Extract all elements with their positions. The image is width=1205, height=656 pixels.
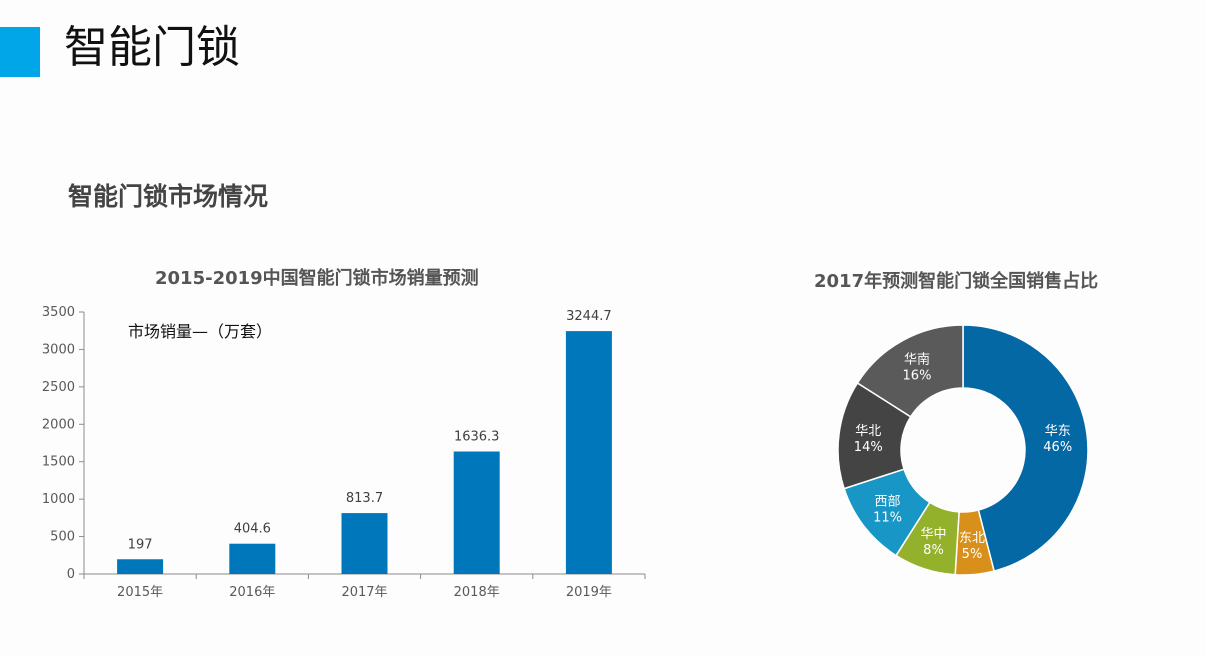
bar [229, 543, 276, 574]
slice-name-label: 华中 [920, 527, 946, 542]
bar-value-label: 1636.3 [454, 430, 500, 445]
x-category-label: 2019年 [566, 585, 612, 600]
section-title: 智能门锁市场情况 [68, 182, 269, 211]
y-tick-label: 0 [67, 567, 75, 582]
bar-chart: 0 500 1000 1500 2000 2500 3000 3500 197 2015年 404.… [42, 305, 646, 600]
donut-slice [962, 324, 1089, 572]
slice-name-label: 西部 [875, 495, 901, 510]
bar-value-label: 3244.7 [566, 309, 612, 324]
slice-percent-label: 8% [923, 543, 944, 558]
bar-value-label: 813.7 [346, 491, 383, 506]
x-category-label: 2017年 [341, 585, 387, 600]
y-tick-label: 500 [50, 530, 75, 545]
title-accent-bar [0, 27, 40, 77]
bar-value-label: 197 [128, 537, 153, 552]
slice-percent-label: 46% [1043, 440, 1072, 455]
y-tick-label: 3000 [42, 342, 75, 357]
slice-name-label: 华南 [904, 351, 930, 367]
x-category-label: 2015年 [117, 585, 163, 600]
slice-percent-label: 11% [873, 511, 902, 526]
x-category-label: 2016年 [229, 585, 275, 600]
series-label: 市场销量—（万套） [128, 322, 272, 341]
slice-percent-label: 14% [854, 440, 883, 455]
slice-name-label: 华北 [855, 424, 881, 439]
slice-percent-label: 5% [962, 547, 983, 562]
y-tick-label: 2000 [42, 417, 75, 432]
bar [453, 451, 500, 574]
bar [341, 513, 388, 574]
pie-chart-title: 2017年预测智能门锁全国销售占比 [814, 271, 1099, 292]
y-tick-label: 1000 [42, 492, 75, 507]
bar-chart-title: 2015-2019中国智能门锁市场销量预测 [155, 268, 479, 289]
bar-value-label: 404.6 [234, 522, 271, 537]
y-tick-label: 2500 [42, 380, 75, 395]
bar [565, 331, 612, 574]
bar [117, 559, 164, 574]
slice-percent-label: 16% [903, 368, 932, 383]
donut-slice [856, 324, 964, 418]
page-title: 智能门锁 [64, 22, 240, 73]
y-tick-label: 3500 [42, 305, 75, 320]
y-tick-label: 1500 [42, 455, 75, 470]
slice-name-label: 华东 [1045, 424, 1071, 439]
slice-name-label: 东北 [959, 531, 985, 546]
x-category-label: 2018年 [454, 585, 500, 600]
